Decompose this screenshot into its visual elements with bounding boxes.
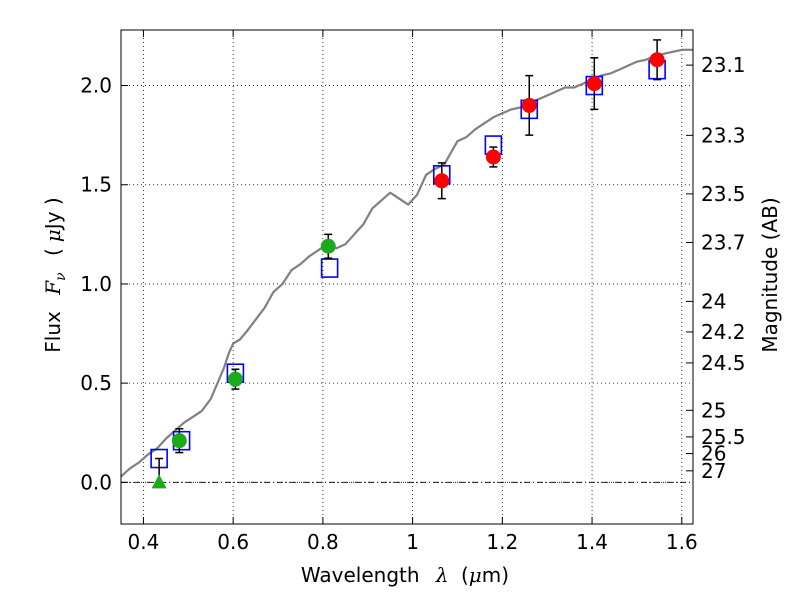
red-data-point <box>586 76 602 92</box>
mag-tick-label: 24 <box>701 289 726 313</box>
green-data-point <box>320 238 336 254</box>
x-tick-label: 1.6 <box>666 530 698 554</box>
y-axis-unit-open: ( <box>41 248 65 256</box>
magnitude-axis-title: Magnitude (AB) <box>758 197 782 352</box>
x-axis-unit-open: ( <box>461 563 469 587</box>
green-data-point <box>171 433 187 449</box>
x-axis-unit-rest: m) <box>482 563 509 587</box>
x-tick-label: 0.6 <box>217 530 249 554</box>
x-tick-label: 0.8 <box>307 530 339 554</box>
plot-area <box>120 39 693 489</box>
y-axis-unit-mu: μ <box>41 229 65 242</box>
model-photometry-square <box>320 258 339 278</box>
mag-tick-label: 24.2 <box>701 320 746 344</box>
y-tick-label: 2.0 <box>80 74 112 98</box>
axis-ticks: 0.4 0.6 0.8 1 1.2 1.4 1.6 0.0 0.5 1.0 1.5 2.0 23.1 23… <box>80 30 746 554</box>
grid <box>121 30 693 524</box>
x-tick-label: 1.4 <box>576 530 608 554</box>
y-axis-title-text: Flux <box>41 311 65 353</box>
flux-symbol: F <box>41 280 65 296</box>
lambda-symbol: λ <box>435 563 449 587</box>
mag-tick-label: 27 <box>701 459 726 483</box>
mag-tick-label: 23.3 <box>701 123 746 147</box>
red-data-point <box>434 173 450 189</box>
mag-tick-label: 23.5 <box>701 182 746 206</box>
upper-limit-triangle <box>151 474 167 489</box>
x-tick-label: 0.4 <box>128 530 160 554</box>
red-data-point <box>649 52 665 68</box>
x-axis-title: Wavelength λ (μm) <box>301 563 509 587</box>
green-data-point <box>227 371 243 387</box>
mag-tick-label: 25.5 <box>701 425 746 449</box>
nu-subscript: ν <box>53 272 69 281</box>
y-tick-label: 1.0 <box>80 272 112 296</box>
x-axis-title-text: Wavelength <box>301 563 420 587</box>
model-spectrum-line <box>120 48 693 478</box>
x-tick-label: 1 <box>406 530 419 554</box>
mag-tick-label: 23.1 <box>701 53 746 77</box>
red-data-point <box>521 97 537 113</box>
plot-frame <box>120 29 694 525</box>
y-axis-unit-rest: Jy ) <box>41 197 65 231</box>
mag-tick-label: 24.5 <box>701 351 746 375</box>
y-axis-title: Flux Fν ( μJy ) <box>41 197 70 352</box>
y-tick-label: 0.5 <box>80 371 112 395</box>
red-data-point <box>485 149 501 165</box>
mag-tick-label: 25 <box>701 398 726 422</box>
y-tick-label: 1.5 <box>80 173 112 197</box>
x-axis-unit-mu: μ <box>469 563 482 587</box>
y-tick-label: 0.0 <box>80 470 112 494</box>
mag-tick-label: 23.7 <box>701 230 746 254</box>
x-tick-label: 1.2 <box>486 530 518 554</box>
mag-tick-label: 26 <box>701 442 726 466</box>
